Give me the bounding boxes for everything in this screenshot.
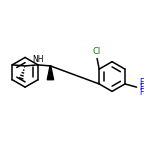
Text: F: F xyxy=(139,78,144,87)
Text: NH: NH xyxy=(33,55,44,64)
Text: F: F xyxy=(139,83,144,92)
Polygon shape xyxy=(47,66,54,80)
Text: Cl: Cl xyxy=(93,47,101,56)
Text: F: F xyxy=(139,88,144,97)
